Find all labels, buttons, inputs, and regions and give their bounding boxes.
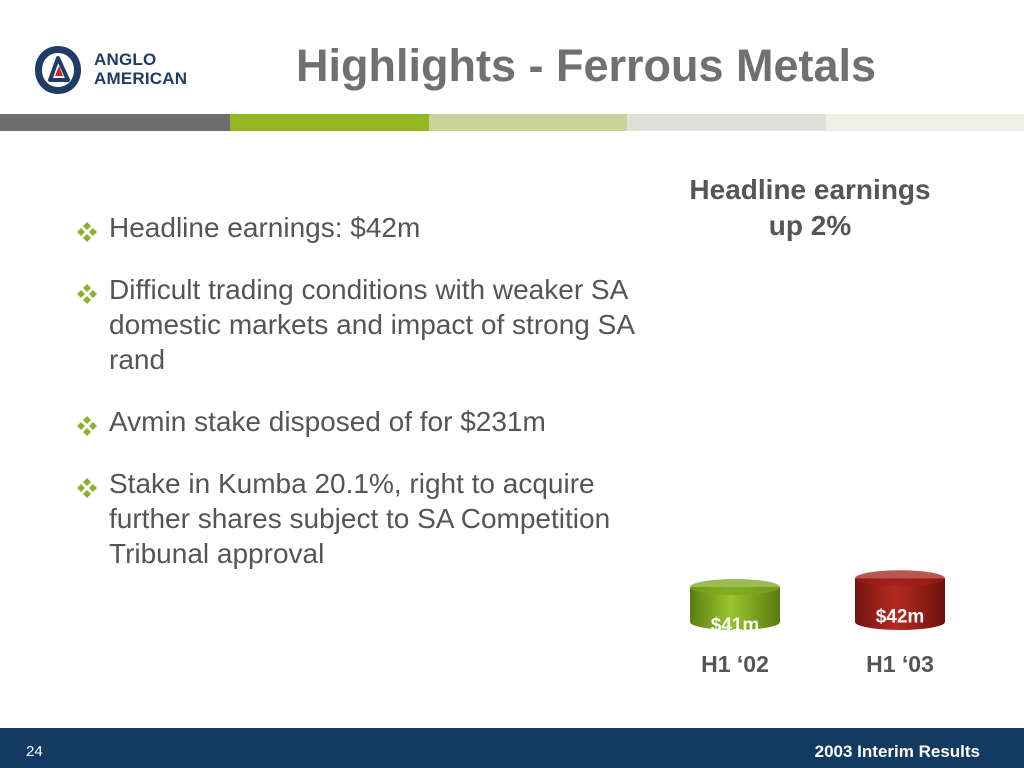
page-number: 24 [26, 743, 43, 760]
logo-line-1: ANGLO [94, 50, 157, 69]
earnings-bar-chart: $41m H1 ‘02 $42m H1 ‘03 [690, 570, 945, 677]
diamond-bullet-icon [76, 216, 98, 242]
chart-title: Headline earnings up 2% [650, 172, 970, 244]
bullet-list: Headline earnings: $42m Difficult tradin… [72, 210, 662, 598]
data-label: $41m [711, 615, 760, 636]
footer-bar: 24 2003 Interim Results [0, 728, 1024, 768]
logo-wordmark: ANGLO AMERICAN [94, 50, 187, 88]
category-label: H1 ‘03 [866, 651, 934, 677]
stripe-segment [0, 114, 230, 131]
bullet-text: Avmin stake disposed of for $231m [109, 406, 546, 437]
bar-top [855, 570, 945, 587]
anglo-american-logo: ANGLO AMERICAN [32, 44, 202, 100]
logo-line-2: AMERICAN [94, 69, 188, 88]
stripe-segment [429, 114, 627, 131]
diamond-bullet-icon [76, 410, 98, 436]
bullet-text: Stake in Kumba 20.1%, right to acquire f… [109, 468, 611, 569]
bullet-item: Avmin stake disposed of for $231m [72, 404, 662, 439]
stripe-segment [826, 114, 1024, 131]
bar-base [690, 614, 780, 630]
data-label: $42m [876, 606, 925, 627]
bullet-text: Headline earnings: $42m [109, 212, 421, 243]
bullet-item: Stake in Kumba 20.1%, right to acquire f… [72, 466, 662, 571]
stripe-segment [627, 114, 826, 131]
bar-1 [690, 579, 780, 630]
bullet-item: Difficult trading conditions with weaker… [72, 272, 662, 377]
diamond-bullet-icon [76, 278, 98, 304]
bar-base [855, 614, 945, 630]
bullet-text: Difficult trading conditions with weaker… [109, 274, 634, 375]
header-stripe-bar [0, 114, 1024, 131]
page-title: Highlights - Ferrous Metals [296, 40, 877, 91]
bar-2 [855, 570, 945, 630]
chart-title-line-1: Headline earnings [689, 174, 931, 205]
bar-top [690, 579, 780, 595]
category-label: H1 ‘02 [701, 651, 769, 677]
footer-title: 2003 Interim Results [814, 742, 980, 761]
bullet-item: Headline earnings: $42m [72, 210, 662, 245]
diamond-bullet-icon [76, 472, 98, 498]
chart-title-line-2: up 2% [768, 210, 852, 241]
anglo-american-logo-icon [35, 46, 81, 94]
stripe-segment [230, 114, 429, 131]
